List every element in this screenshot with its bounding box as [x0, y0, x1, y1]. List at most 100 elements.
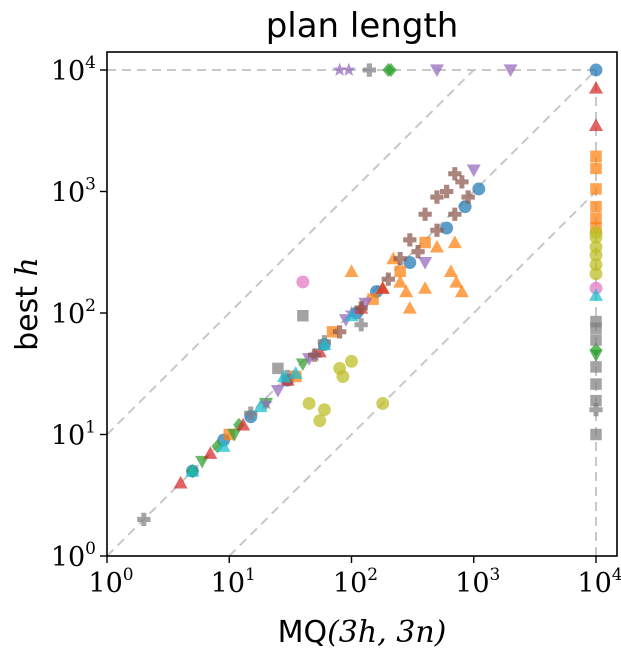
data-point	[590, 428, 602, 441]
ref-line-diagonal	[106, 69, 597, 557]
data-point	[590, 394, 602, 407]
data-point	[448, 167, 462, 181]
data-point	[223, 428, 235, 441]
chart-title: plan length	[266, 6, 459, 46]
data-point	[381, 272, 395, 286]
y-axis-label-math: h	[10, 257, 45, 276]
data-point	[589, 118, 603, 131]
data-point	[443, 264, 458, 277]
data-point	[429, 64, 444, 77]
data-point	[393, 274, 408, 288]
data-point	[308, 348, 322, 362]
data-point	[341, 62, 356, 76]
data-point	[253, 399, 268, 413]
data-point	[418, 207, 432, 221]
data-point	[503, 64, 518, 77]
data-point	[589, 281, 603, 295]
data-point	[589, 403, 603, 417]
data-point	[362, 63, 376, 77]
data-point	[376, 397, 390, 410]
data-point	[344, 308, 359, 322]
x-axis-label-math: (3h, 3n)	[327, 615, 446, 650]
x-axis-label-prefix: MQ	[278, 615, 328, 650]
y-axis-label: best h	[10, 257, 45, 351]
data-point	[375, 281, 390, 294]
data-points	[137, 62, 603, 527]
data-point	[589, 226, 603, 239]
data-point	[590, 183, 602, 195]
x-tick-label: 103	[455, 565, 500, 599]
data-point	[358, 297, 373, 311]
data-point	[336, 370, 350, 383]
data-point	[216, 439, 231, 452]
data-point	[455, 175, 469, 189]
x-tick-label: 102	[333, 565, 378, 599]
data-point	[399, 284, 414, 298]
data-point	[589, 258, 603, 272]
data-point	[332, 62, 347, 76]
data-point	[590, 378, 602, 390]
data-point	[317, 403, 331, 417]
data-point	[367, 293, 379, 305]
data-point	[185, 464, 200, 477]
y-tick-label: 101	[51, 418, 96, 452]
data-point	[137, 512, 151, 527]
x-tick-label: 101	[211, 565, 256, 599]
data-point	[466, 164, 481, 178]
data-point	[454, 284, 469, 298]
data-point	[394, 265, 406, 278]
data-point	[402, 300, 417, 314]
data-point	[288, 366, 303, 379]
y-tick-label: 103	[51, 175, 96, 209]
data-point	[295, 358, 310, 372]
x-axis-ticks: 100 101 102 103 104	[88, 556, 621, 599]
data-point	[440, 184, 454, 199]
x-tick-label: 104	[577, 565, 621, 599]
data-point	[302, 397, 316, 410]
data-point	[203, 446, 218, 459]
data-point	[296, 275, 310, 289]
data-point	[384, 63, 397, 77]
data-point	[354, 318, 368, 332]
data-point	[430, 190, 444, 204]
ref-line-upper	[106, 69, 475, 436]
data-point	[354, 301, 368, 315]
data-point	[419, 236, 431, 249]
y-tick-label: 102	[51, 296, 96, 330]
data-point	[317, 337, 332, 351]
data-point	[449, 274, 464, 288]
data-point	[590, 200, 602, 213]
data-point	[590, 361, 602, 373]
x-tick-label: 100	[88, 565, 133, 599]
y-tick-label: 104	[51, 53, 96, 87]
data-point	[297, 309, 309, 322]
data-point	[244, 406, 258, 420]
y-axis-ticks: 100 101 102 103 104	[51, 53, 107, 573]
data-point	[589, 81, 603, 94]
data-point	[589, 267, 603, 281]
data-point	[259, 396, 273, 410]
data-point	[344, 264, 359, 277]
data-point	[333, 325, 347, 339]
data-point	[195, 455, 210, 469]
data-point	[270, 384, 285, 398]
data-point	[326, 326, 339, 338]
data-point	[590, 334, 602, 346]
data-point	[173, 475, 188, 489]
y-tick-label: 100	[51, 539, 96, 573]
data-point	[589, 349, 603, 363]
data-point	[276, 369, 291, 383]
data-point	[590, 315, 602, 328]
data-point	[429, 239, 444, 253]
data-point	[227, 428, 242, 442]
data-point	[589, 240, 603, 254]
data-point	[590, 212, 602, 225]
data-point	[403, 233, 417, 247]
data-point	[590, 150, 602, 163]
ref-line-lower	[228, 190, 597, 557]
data-point	[589, 63, 603, 77]
data-point	[411, 245, 425, 259]
data-point	[272, 362, 284, 375]
data-point	[393, 252, 407, 266]
